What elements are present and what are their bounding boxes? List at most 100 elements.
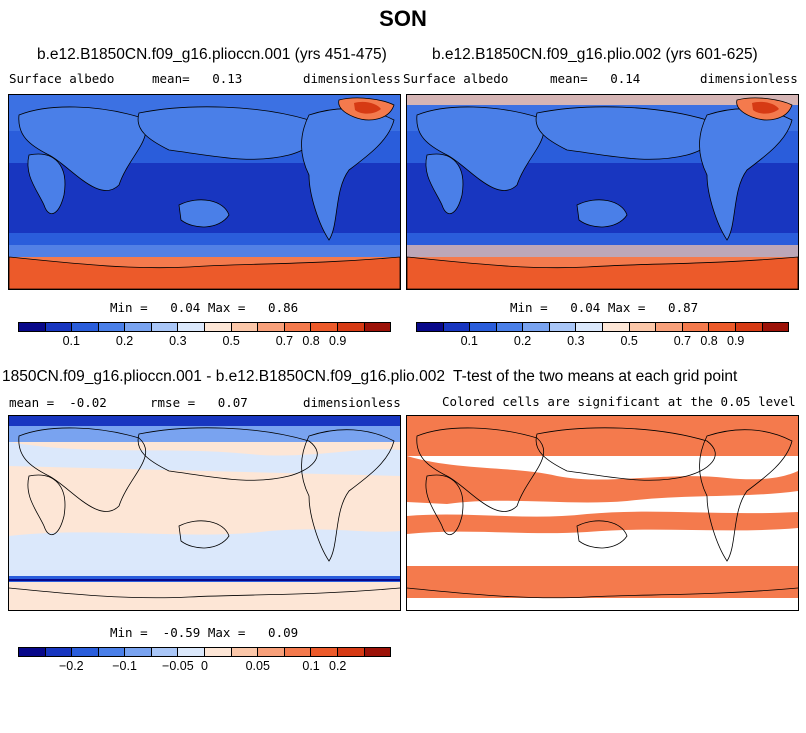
colorbar-swatch xyxy=(72,648,99,656)
colorbar-swatch xyxy=(258,323,285,331)
asia-landmass xyxy=(137,106,318,160)
eurasia-outline xyxy=(18,427,146,512)
panel3-colorbar-ticks: −0.2 −0.1 −0.05 0 0.05 0.1 0.2 xyxy=(18,659,391,675)
panel2-variable: Surface albedo xyxy=(403,71,509,86)
panel1-units: dimensionless xyxy=(303,71,401,86)
antarctica-landmass xyxy=(9,256,400,289)
colorbar-swatch xyxy=(337,648,365,656)
figure-title: SON xyxy=(379,6,427,31)
antarctica-outline xyxy=(407,587,798,599)
colorbar-swatch xyxy=(258,648,285,656)
panel3-title: 1850CN.f09_g16.plioccn.001 - b.e12.B1850… xyxy=(2,368,445,385)
panel2-colorbar-ticks: 0.1 0.2 0.3 0.5 0.7 0.8 0.9 xyxy=(416,334,789,350)
eurasia-landmass xyxy=(416,106,544,191)
colorbar-swatch xyxy=(364,323,391,331)
colorbar-swatch xyxy=(231,323,259,331)
colorbar-swatch xyxy=(549,323,577,331)
asia-landmass xyxy=(535,106,716,160)
colorbar-tick-label: 0.8 xyxy=(302,334,320,348)
colorbar-swatch xyxy=(682,323,710,331)
africa-landmass xyxy=(425,153,464,215)
colorbar-swatch xyxy=(576,323,604,331)
panel4-map-svg xyxy=(407,416,798,610)
colorbar-tick-label: 0.05 xyxy=(245,659,270,673)
colorbar-swatch xyxy=(98,323,126,331)
asia-outline xyxy=(137,427,318,481)
panel1-colorbar xyxy=(18,322,391,332)
panel1-map xyxy=(8,94,401,290)
asia-outline xyxy=(535,427,716,481)
panel1-map-svg xyxy=(9,95,400,289)
panel1-variable: Surface albedo xyxy=(9,71,115,86)
colorbar-swatch xyxy=(178,648,206,656)
colorbar-swatch xyxy=(125,323,152,331)
panel2-minmax: Min = 0.04 Max = 0.87 xyxy=(510,300,699,315)
colorbar-swatch xyxy=(231,648,259,656)
significant-equatorial-band xyxy=(407,511,798,534)
antarctica-landmass xyxy=(407,256,798,289)
panel1-minmax: Min = 0.04 Max = 0.86 xyxy=(110,300,299,315)
colorbar-tick-label: 0.2 xyxy=(115,334,134,348)
colorbar-tick-label: 0.1 xyxy=(460,334,478,348)
antarctica-outline xyxy=(9,587,400,599)
colorbar-swatch xyxy=(98,648,126,656)
colorbar-swatch xyxy=(762,323,789,331)
panel3-map-svg xyxy=(9,416,400,610)
colorbar-swatch xyxy=(470,323,497,331)
panel2-units: dimensionless xyxy=(700,71,798,86)
colorbar-tick-label: 0.1 xyxy=(302,659,320,673)
colorbar-swatch xyxy=(656,323,683,331)
panel3-colorbar xyxy=(18,647,391,657)
eurasia-outline xyxy=(416,427,544,512)
australia-outline xyxy=(576,520,628,549)
colorbar-swatch xyxy=(72,323,99,331)
greenland-core xyxy=(354,101,381,114)
colorbar-swatch xyxy=(496,323,524,331)
colorbar-tick-label: 0.5 xyxy=(620,334,638,348)
panel4-map xyxy=(406,415,799,611)
greenland-core xyxy=(752,101,779,114)
colorbar-tick-label: −0.2 xyxy=(58,659,84,673)
colorbar-swatch xyxy=(205,648,232,656)
colorbar-swatch xyxy=(311,323,338,331)
colorbar-tick-label: 0.3 xyxy=(169,334,187,348)
colorbar-swatch xyxy=(629,323,657,331)
colorbar-swatch xyxy=(178,323,206,331)
africa-landmass xyxy=(27,153,66,215)
significant-northern-band xyxy=(407,416,798,456)
colorbar-tick-label: 0.9 xyxy=(727,334,745,348)
colorbar-tick-label: −0.05 xyxy=(162,659,194,673)
colorbar-tick-label: 0.7 xyxy=(673,334,692,348)
colorbar-swatch xyxy=(337,323,365,331)
panel1-colorbar-ticks: 0.1 0.2 0.3 0.5 0.7 0.8 0.9 xyxy=(18,334,391,350)
panel2-mean: mean= 0.14 xyxy=(550,71,641,86)
northern-slight-negative xyxy=(9,442,400,476)
panel3-map xyxy=(8,415,401,611)
colorbar-swatch xyxy=(284,648,312,656)
arctic-band xyxy=(407,95,798,105)
colorbar-swatch xyxy=(125,648,152,656)
panel2-map xyxy=(406,94,799,290)
panel3-mean: mean = -0.02 xyxy=(9,395,107,410)
panel4-subtitle: Colored cells are significant at the 0.0… xyxy=(442,394,796,409)
colorbar-swatch xyxy=(19,323,46,331)
africa-outline xyxy=(425,474,464,536)
colorbar-swatch xyxy=(45,648,73,656)
eurasia-landmass xyxy=(18,106,146,191)
colorbar-tick-label: 0.9 xyxy=(329,334,347,348)
colorbar-tick-label: 0.8 xyxy=(700,334,718,348)
colorbar-swatch xyxy=(364,648,391,656)
colorbar-swatch xyxy=(523,323,550,331)
panel1-mean: mean= 0.13 xyxy=(152,71,243,86)
panel3-rmse: rmse = 0.07 xyxy=(150,395,248,410)
panel3-minmax: Min = -0.59 Max = 0.09 xyxy=(110,625,299,640)
colorbar-swatch xyxy=(151,323,179,331)
significant-midlat-band xyxy=(407,456,798,504)
colorbar-tick-label: 0.1 xyxy=(62,334,80,348)
colorbar-swatch xyxy=(19,648,46,656)
colorbar-tick-label: 0.3 xyxy=(567,334,585,348)
colorbar-swatch xyxy=(205,323,232,331)
colorbar-swatch xyxy=(443,323,471,331)
panel3-units: dimensionless xyxy=(303,395,401,410)
colorbar-swatch xyxy=(284,323,312,331)
